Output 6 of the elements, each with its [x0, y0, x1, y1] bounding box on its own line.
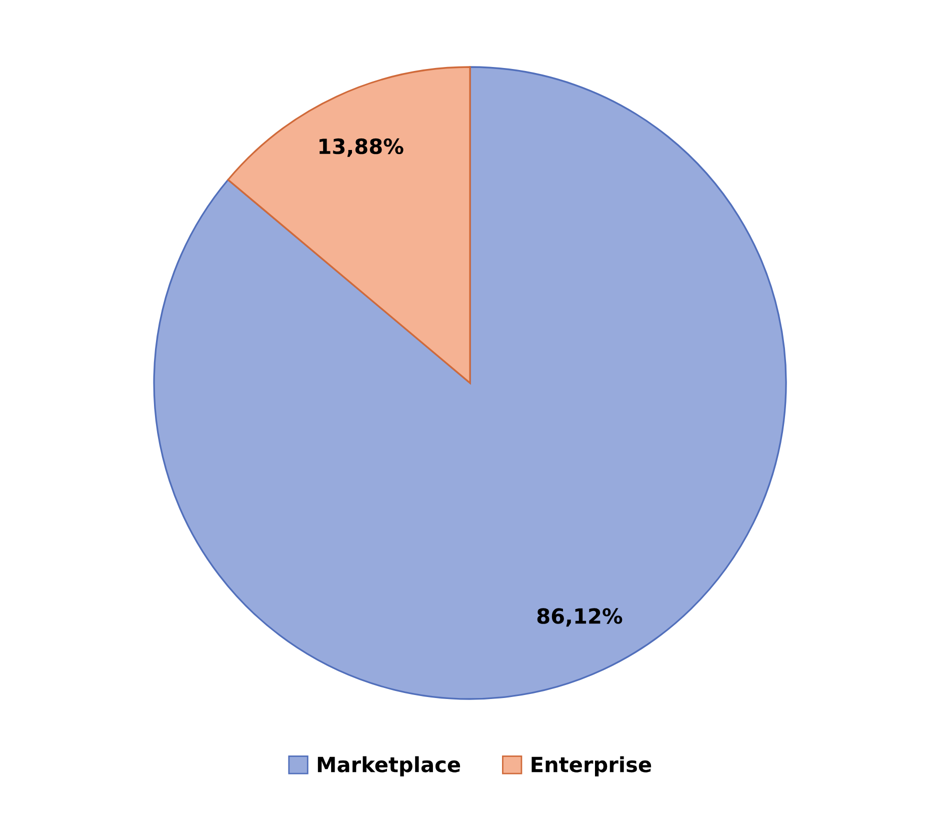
pie-slice	[227, 66, 471, 384]
legend-label: Marketplace	[318, 756, 460, 776]
data-label: 13,88%	[320, 138, 404, 157]
pie-slice	[153, 66, 787, 700]
data-label: 86,12%	[537, 608, 622, 627]
legend-label: Enterprise	[532, 756, 652, 776]
